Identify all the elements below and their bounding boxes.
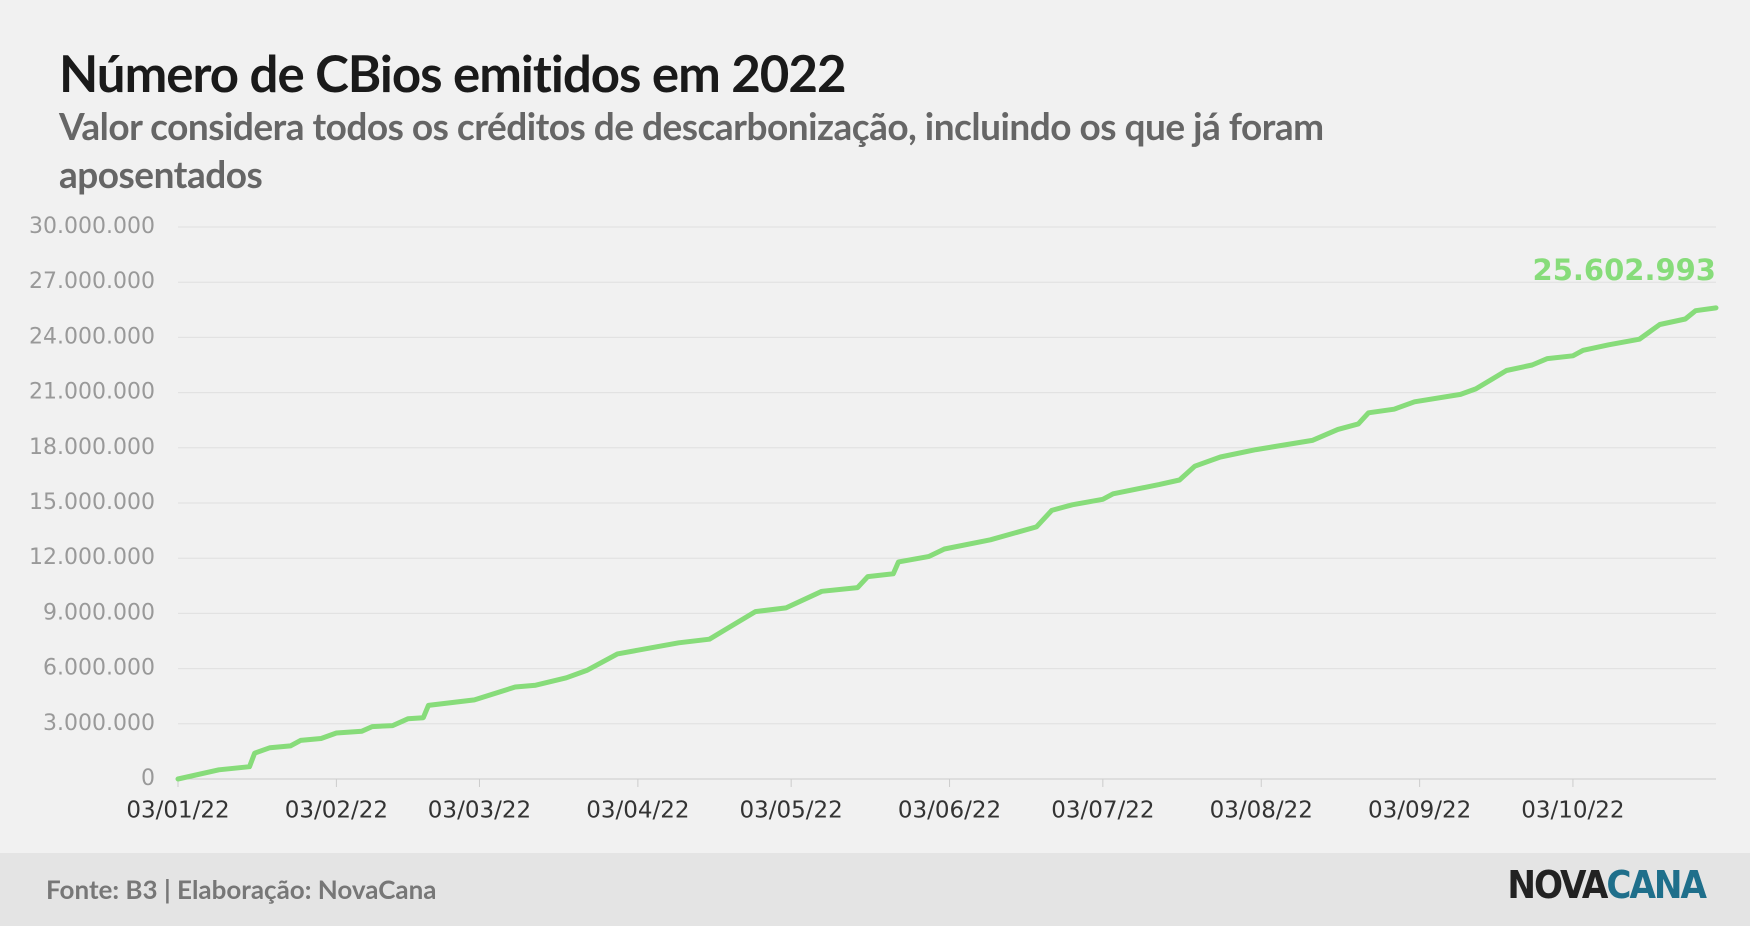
x-tick-label: 03/02/22 (285, 798, 388, 824)
x-tick-label: 03/10/22 (1521, 798, 1624, 824)
x-tick-label: 03/09/22 (1368, 798, 1471, 824)
x-tick-label: 03/07/22 (1051, 798, 1154, 824)
x-tick-label: 03/01/22 (126, 798, 229, 824)
footer: Fonte: B3 | Elaboração: NovaCana NOVACAN… (0, 853, 1750, 926)
y-tick-label: 0 (141, 766, 155, 791)
x-tick-label: 03/03/22 (428, 798, 531, 824)
chart: 0 3.000.000 6.000.000 9.000.000 12.000.000 15… (29, 214, 1719, 824)
logo-right: CANA (1606, 863, 1707, 907)
y-tick-label: 15.000.000 (29, 490, 155, 515)
x-tick-label: 03/08/22 (1210, 798, 1313, 824)
y-tick-label: 21.000.000 (29, 380, 155, 405)
logo-left: NOVA (1507, 863, 1608, 907)
value-label: 25.602.993 (1533, 253, 1716, 287)
y-tick-label: 24.000.000 (29, 324, 155, 349)
y-tick-label: 9.000.000 (43, 600, 155, 625)
x-tick-label: 03/06/22 (898, 798, 1001, 824)
chart-title: Número de CBios emitidos em 2022 (59, 42, 847, 103)
logo: NOVACANA (1507, 863, 1707, 907)
y-tick-label: 6.000.000 (43, 656, 155, 681)
y-tick-label: 30.000.000 (29, 214, 155, 239)
x-tick-label: 03/05/22 (739, 798, 842, 824)
y-tick-label: 12.000.000 (29, 545, 155, 570)
source: Fonte: B3 | Elaboração: NovaCana (46, 873, 437, 905)
y-tick-label: 3.000.000 (43, 711, 155, 736)
x-tick-label: 03/04/22 (586, 798, 689, 824)
line (175, 305, 1719, 782)
y-tick-label: 18.000.000 (29, 435, 155, 460)
y-tick-label: 27.000.000 (29, 269, 155, 294)
chart-subtitle: Valor considera todos os créditos de des… (59, 103, 1324, 196)
